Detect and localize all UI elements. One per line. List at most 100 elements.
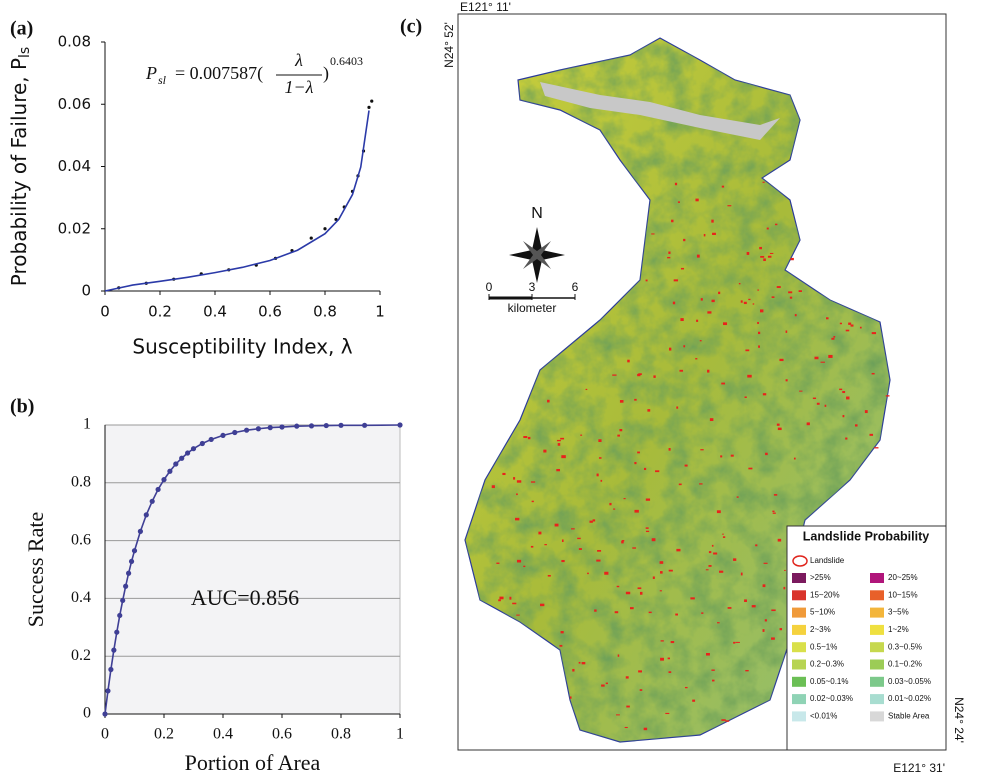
landslide-patch [692, 699, 696, 702]
landslide-patch [723, 322, 728, 326]
y-tick-label: 1 [83, 416, 91, 433]
legend-label: >25% [810, 573, 831, 582]
landslide-patch [491, 485, 495, 489]
landslide-patch [502, 472, 506, 476]
landslide-patch [735, 641, 740, 643]
marker [143, 512, 149, 518]
landslide-patch [668, 671, 672, 673]
landslide-patch [757, 289, 760, 291]
landslide-patch [869, 433, 874, 436]
landslide-patch [759, 309, 764, 313]
landslide-patch [668, 251, 671, 254]
landslide-patch [655, 470, 660, 473]
landslide-patch [516, 614, 520, 616]
legend-box [786, 525, 947, 751]
landslide-patch [598, 439, 602, 442]
landslide-patch [746, 251, 750, 255]
landslide-patch [785, 330, 788, 333]
landslide-patch [700, 449, 704, 451]
landslide-symbol [792, 555, 808, 567]
landslide-patch [816, 402, 820, 405]
compass [509, 227, 565, 283]
landslide-patch [617, 434, 620, 437]
marker [267, 425, 273, 431]
landslide-patch [561, 559, 565, 563]
landslide-patch [625, 591, 631, 595]
landslide-patch [751, 605, 756, 608]
landslide-patch [531, 500, 534, 503]
landslide-patch [709, 418, 714, 421]
landslide-patch [643, 727, 648, 731]
landslide-patch [643, 467, 647, 471]
x-tick-label: 1 [375, 303, 385, 321]
legend-label: 0.1~0.2% [888, 660, 922, 669]
landslide-patch [557, 443, 561, 446]
landslide-patch [645, 527, 649, 529]
landslide-patch [748, 467, 753, 470]
landslide-patch [612, 374, 617, 376]
landslide-patch [695, 358, 698, 360]
landslide-patch [762, 181, 765, 183]
landslide-patch [711, 544, 714, 547]
landslide-patch [621, 539, 625, 542]
landslide-patch [824, 404, 827, 407]
data-point [370, 99, 374, 103]
marker [397, 422, 403, 428]
landslide-patch [594, 609, 597, 612]
landslide-patch [814, 356, 819, 360]
data-point [309, 236, 313, 240]
landslide-patch [763, 258, 766, 262]
landslide-patch [547, 574, 551, 577]
landslide-patch [556, 439, 561, 442]
landslide-patch [758, 331, 761, 335]
landslide-patch [820, 361, 825, 363]
scale-bar [488, 294, 576, 300]
landslide-patch [773, 494, 778, 496]
landslide-patch [799, 390, 803, 392]
landslide-patch [619, 400, 624, 403]
landslide-patch [637, 451, 640, 454]
legend-label: 5~10% [810, 608, 835, 617]
landslides [491, 181, 890, 731]
x-tick-label: 0 [101, 726, 109, 743]
landslide-patch [695, 198, 699, 202]
landslide-patch [708, 565, 712, 567]
catchment [464, 37, 891, 743]
landslide-patch [708, 551, 712, 554]
landslide-patch [634, 461, 637, 465]
landslide-patch [839, 388, 843, 391]
landslide-patch [696, 254, 700, 258]
legend-swatch [792, 624, 806, 635]
legend-label: 2~3% [810, 625, 831, 634]
legend-label: 0.01~0.02% [888, 694, 931, 703]
legend-swatch [870, 659, 884, 670]
landslide-patch [783, 586, 786, 590]
landslide-patch [530, 481, 536, 483]
landslide-patch [673, 279, 679, 282]
data-point [367, 105, 371, 109]
landslide-patch [762, 584, 766, 588]
landslide-patch [578, 661, 581, 664]
landslide-patch [638, 373, 642, 376]
landslide-patch [639, 689, 643, 691]
landslide-patch [560, 631, 564, 634]
landslide-patch [585, 388, 588, 391]
legend-swatch [792, 694, 806, 705]
landslide-patch [675, 613, 678, 616]
landslide-patch [748, 298, 751, 301]
x-tick-label: 0.2 [148, 303, 172, 321]
landslide-patch [613, 508, 616, 510]
landslide-patch [711, 669, 715, 671]
legend-swatch [870, 676, 884, 687]
y-axis-label: Probability of Failure, Pls [7, 47, 34, 286]
legend-swatch [792, 590, 806, 601]
landslide-patch [885, 395, 890, 397]
landslide-patch [793, 457, 796, 460]
landslide-patch [758, 345, 760, 348]
legend-swatch [792, 642, 806, 653]
landslide-patch [660, 640, 664, 642]
landslide-patch [874, 447, 879, 449]
landslide-patch [842, 415, 845, 418]
x-tick-label: 0.8 [313, 303, 337, 321]
landslide-patch [561, 539, 564, 542]
